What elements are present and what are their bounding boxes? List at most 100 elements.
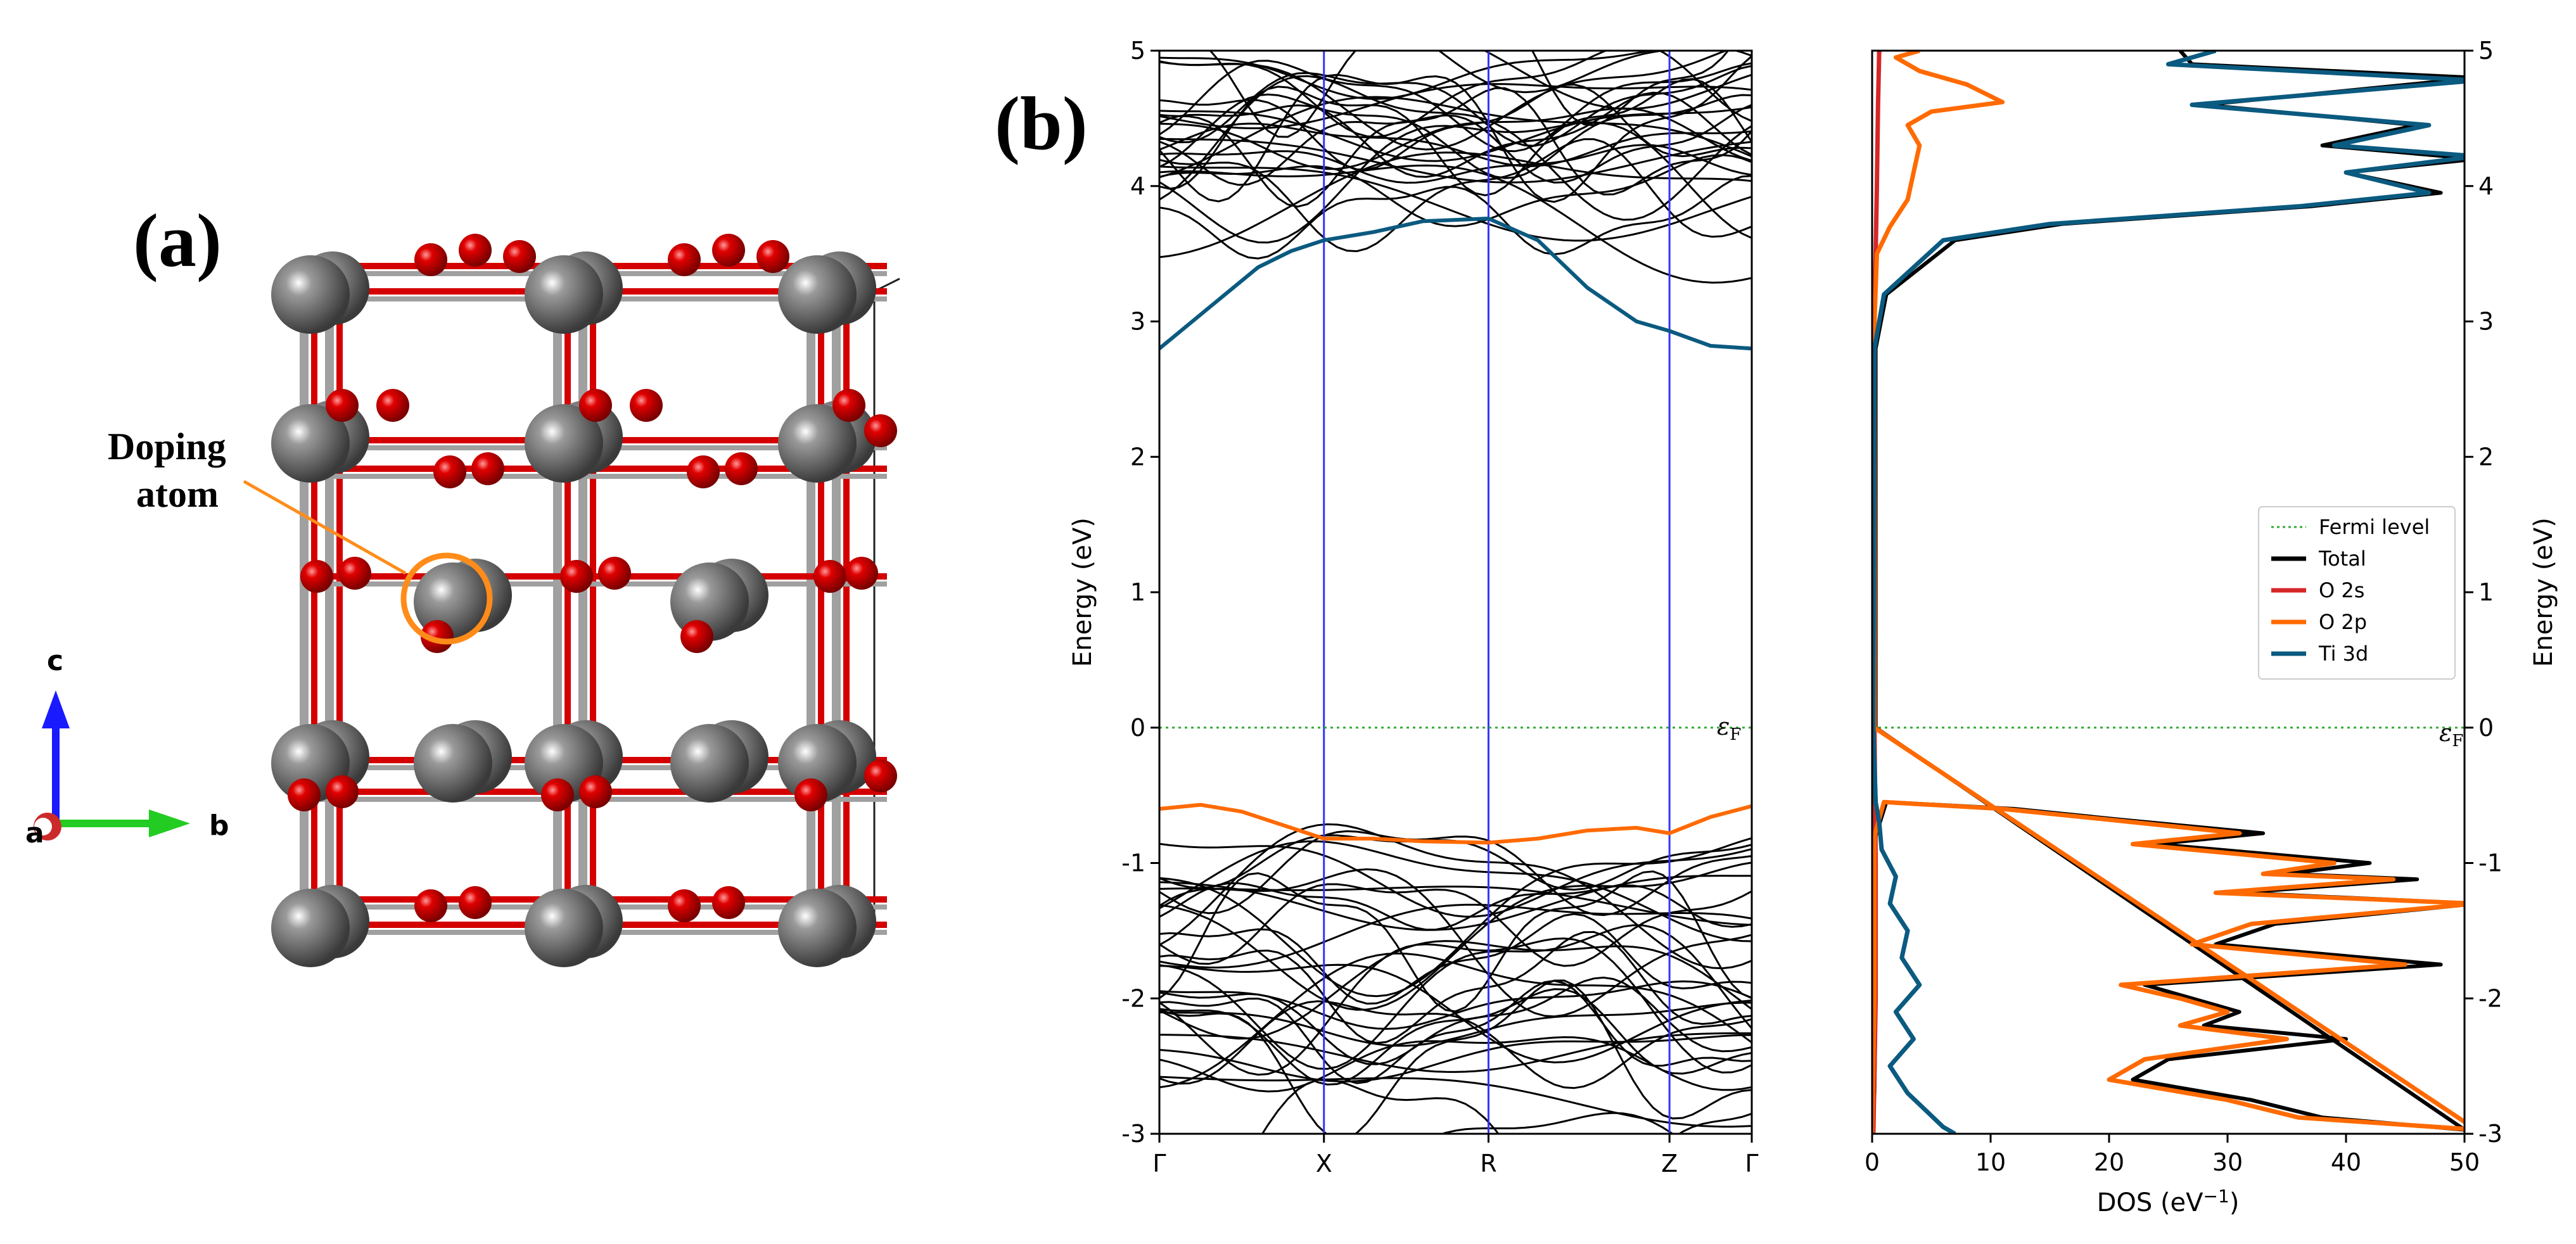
o-atom <box>630 389 663 422</box>
ti-atom <box>778 724 857 803</box>
conduction-band <box>1159 175 1752 260</box>
o-atom <box>579 389 612 422</box>
dos-plot: -3 -2 -1 0 1 2 3 4 5 0 10 20 30 40 50 DOS (eV−1) Ener… <box>1865 37 2558 1217</box>
dos-y-tick-label: -2 <box>2478 984 2503 1012</box>
dos-x-tick-label: 50 <box>2449 1148 2480 1176</box>
o-atom <box>680 620 713 653</box>
ti-atom <box>414 724 492 803</box>
band-y-tick-label: 2 <box>1130 443 1145 471</box>
o-atom <box>813 560 846 593</box>
conduction-band <box>1482 51 1752 110</box>
conduction-band <box>1159 55 1752 203</box>
dos-x-tick-label: 0 <box>1865 1148 1880 1176</box>
band-structure-plot: -3 -2 -1 0 1 2 3 4 5 Γ X R Z Γ Energy (eV) εF <box>1068 37 1759 1177</box>
dos-legend: Fermi level Total O 2s O 2p Ti 3d <box>2258 506 2456 680</box>
dos-series-ti-3d <box>1872 51 2464 1134</box>
valence-band <box>1261 1078 1752 1134</box>
band-y-tick-label: 3 <box>1130 308 1145 336</box>
valence-band <box>1159 870 1752 1013</box>
o-atom <box>725 452 758 485</box>
dos-y-tick-label: -1 <box>2478 849 2503 877</box>
conduction-band <box>1159 75 1752 221</box>
band-fermi-label: εF <box>1717 713 1741 744</box>
axis-triad: c b a <box>25 645 229 849</box>
ti-atom <box>525 404 603 483</box>
a-axis-marker-inner <box>34 818 52 835</box>
legend-label: Ti 3d <box>2318 642 2368 666</box>
dos-x-tick-label: 20 <box>2094 1148 2124 1176</box>
conduction-band <box>1159 122 1752 167</box>
ti-atom <box>778 255 857 334</box>
valence-band <box>1159 1076 1752 1128</box>
ti-atom <box>271 255 350 334</box>
o-atom <box>414 889 447 922</box>
dos-y-tick-label: 1 <box>2478 578 2494 606</box>
c-axis-label: c <box>47 645 63 677</box>
o-atom <box>598 557 631 590</box>
legend-label: O 2p <box>2319 610 2367 634</box>
dos-x-tick-label: 10 <box>1975 1148 2006 1176</box>
dos-y-tick-label: 3 <box>2478 308 2494 336</box>
conduction-band <box>1209 51 1730 138</box>
o-atom <box>471 452 504 485</box>
legend-box <box>2258 506 2456 680</box>
ti-atom <box>778 889 857 967</box>
valence-band <box>1159 875 1752 931</box>
conduction-band <box>1438 51 1669 94</box>
o-atom <box>433 455 466 488</box>
conduction-band <box>1159 121 1752 244</box>
valence-band <box>1159 883 1752 967</box>
o-atom <box>668 243 701 276</box>
panel-a: (a) Doping atom c b a <box>25 198 900 967</box>
o-atom <box>712 886 745 919</box>
dos-x-tick-label: 40 <box>2331 1148 2361 1176</box>
band-y-tick-label: 0 <box>1130 714 1145 742</box>
doping-highlight-circle <box>400 552 493 645</box>
conduction-band <box>1159 60 1752 153</box>
valence-band <box>1159 868 1752 1018</box>
panel-a-label: (a) <box>133 198 222 282</box>
o-atom <box>864 759 897 792</box>
legend-label: Fermi level <box>2319 515 2430 539</box>
doping-label-line1: Doping <box>108 426 226 467</box>
conduction-band <box>1159 96 1752 179</box>
valence-band <box>1159 1032 1752 1073</box>
o-atom <box>421 620 454 653</box>
band-y-tick-label: -2 <box>1121 984 1145 1012</box>
c-axis-arrowhead <box>42 690 70 728</box>
o-atom <box>300 560 333 593</box>
band-y-axis-title: Energy (eV) <box>1068 517 1097 667</box>
dos-y-axis-title: Energy (eV) <box>2529 517 2558 667</box>
o-atom <box>756 240 789 273</box>
o-atom <box>712 234 745 267</box>
o-atom <box>832 389 865 422</box>
o-atom <box>579 775 612 808</box>
o-atom <box>376 389 409 422</box>
dos-x-tick-label: 30 <box>2212 1148 2243 1176</box>
valence-band <box>1159 952 1752 1089</box>
o-atom <box>864 414 897 447</box>
o-atom <box>326 389 359 422</box>
valence-band <box>1159 980 1752 1030</box>
o-atom <box>560 560 593 593</box>
o-atom <box>414 243 447 276</box>
ti-atom <box>670 562 749 641</box>
valence-band <box>1159 840 1752 943</box>
band-y-tick-label: -1 <box>1121 849 1145 877</box>
panel-b: (b) -3 -2 -1 0 1 2 3 4 5 Γ X R Z Γ Energy (eV) εF -3… <box>995 37 2558 1217</box>
bonds <box>300 263 887 935</box>
band-k-tick-label: Γ <box>1152 1150 1166 1177</box>
doping-annotation-line <box>243 479 407 575</box>
panel-b-label: (b) <box>995 81 1088 165</box>
doping-label-line2: atom <box>136 473 219 515</box>
dos-y-tick-label: 4 <box>2478 172 2494 200</box>
ti-atom <box>271 889 350 967</box>
band-edge-curve <box>1159 803 1752 845</box>
o-atom <box>338 557 371 590</box>
dos-y-tick-label: 5 <box>2478 37 2494 65</box>
o-atom <box>459 234 492 267</box>
band-y-tick-label: 5 <box>1130 37 1145 65</box>
crystal-structure: Doping atom <box>108 234 900 967</box>
